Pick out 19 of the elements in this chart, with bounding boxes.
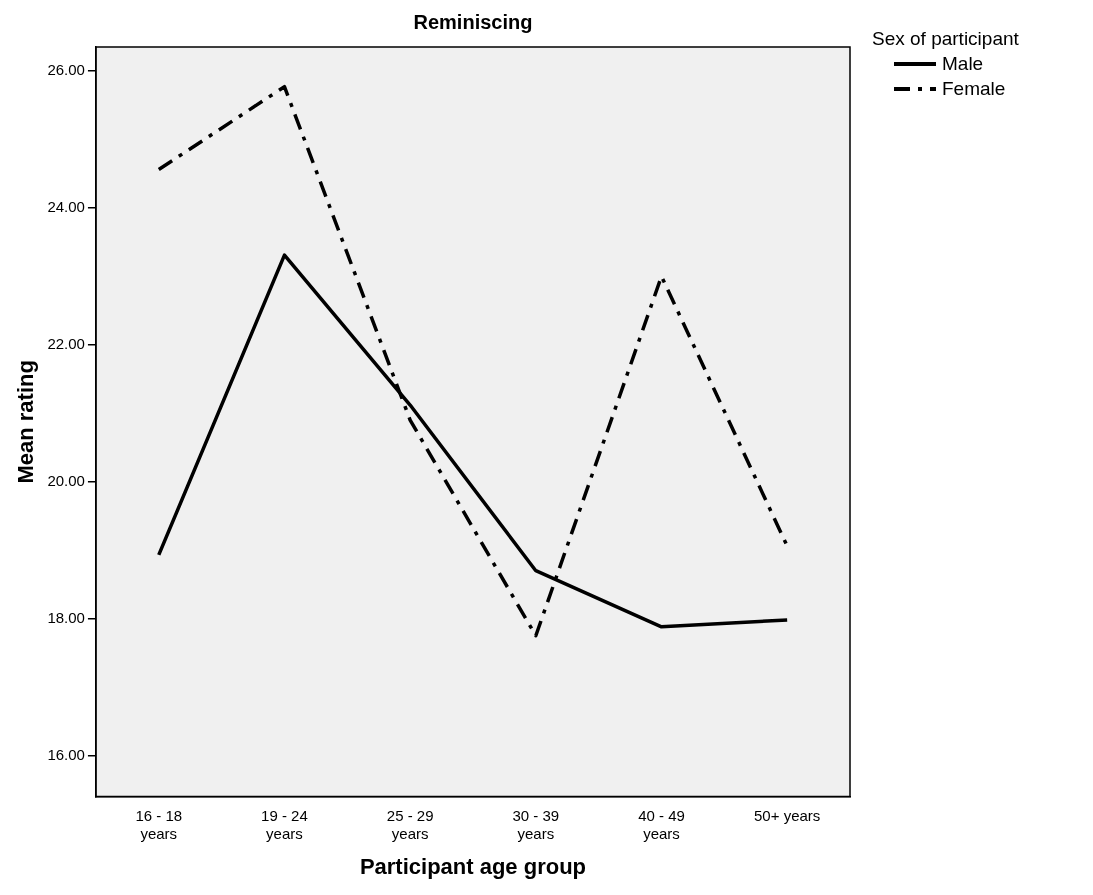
line-series xyxy=(157,84,789,638)
y-tick-label: 26.00 xyxy=(47,61,85,79)
legend-label: Female xyxy=(942,78,1006,99)
x-tick-label: 25 - 29 years xyxy=(386,806,434,842)
chart-title: Reminiscing xyxy=(413,10,533,33)
x-axis-title: Participant age group xyxy=(359,853,587,879)
legend-label: Male xyxy=(942,53,984,74)
legend-title: Sex of participant xyxy=(872,27,1019,51)
x-tick-label: 19 - 24 years xyxy=(261,806,308,842)
y-tick-label: 24.00 xyxy=(47,198,85,216)
y-tick-label: 18.00 xyxy=(47,608,85,626)
y-tick-label: 20.00 xyxy=(47,471,85,489)
x-tick-label: 40 - 49 years xyxy=(638,806,685,842)
x-tick-label: 50+ years xyxy=(754,806,821,824)
x-tick-label: 16 - 18 years xyxy=(135,806,183,842)
y-axis-title: Mean rating xyxy=(13,360,39,484)
x-tick-label: 30 - 39 years xyxy=(512,806,560,842)
y-tick-label: 22.00 xyxy=(47,334,85,352)
y-tick-label: 16.00 xyxy=(47,745,85,763)
